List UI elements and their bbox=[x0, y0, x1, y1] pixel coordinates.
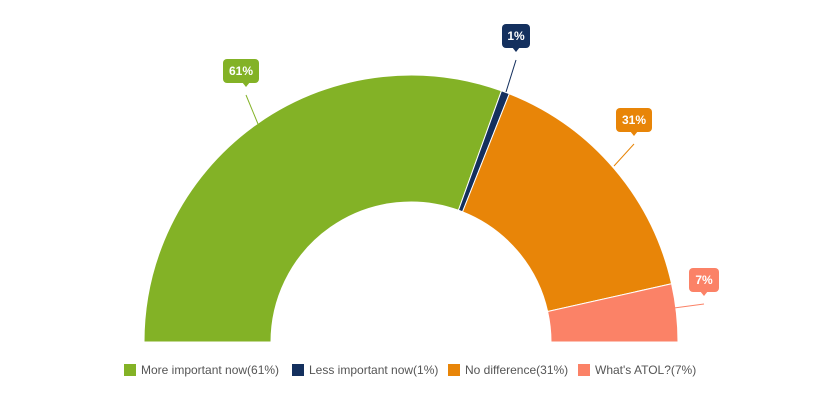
callout-pointer-no-difference bbox=[630, 131, 638, 136]
slices-group bbox=[143, 74, 679, 343]
callout-box-less-important-now bbox=[502, 24, 530, 48]
slice-more-important-now[interactable] bbox=[143, 74, 503, 343]
callout-pointer-what-s-atol bbox=[700, 291, 708, 296]
slice-no-difference[interactable] bbox=[461, 93, 673, 313]
callout-leader-what-s-atol bbox=[673, 303, 705, 309]
legend-item-more-important-now[interactable]: More important now(61%) bbox=[124, 363, 279, 377]
callout-leader-no-difference bbox=[613, 143, 635, 167]
legend-label-no-difference: No difference(31%) bbox=[465, 363, 568, 377]
callout-box-no-difference bbox=[616, 108, 652, 132]
data-label-no-difference: 31% bbox=[622, 113, 646, 127]
callouts-group: 61% 1% 31% 7% bbox=[223, 24, 719, 309]
legend-label-more-important-now: More important now(61%) bbox=[141, 363, 279, 377]
legend-item-less-important-now[interactable]: Less important now(1%) bbox=[292, 363, 438, 377]
callout-box-more-important-now bbox=[223, 59, 259, 83]
callout-pointer-less-important-now bbox=[512, 47, 520, 52]
data-label-less-important-now: 1% bbox=[507, 29, 525, 43]
callout-leader-more-important-now bbox=[245, 94, 259, 125]
callout-box-what-s-atol bbox=[689, 268, 719, 292]
legend-label-what-s-atol: What's ATOL?(7%) bbox=[595, 363, 696, 377]
legend-item-no-difference[interactable]: No difference(31%) bbox=[448, 363, 568, 377]
legend-swatch-more-important-now bbox=[124, 364, 136, 376]
callout-pointer-more-important-now bbox=[242, 82, 250, 87]
legend-swatch-no-difference bbox=[448, 364, 460, 376]
legend-item-what-s-atol[interactable]: What's ATOL?(7%) bbox=[578, 363, 696, 377]
slice-what-s-atol[interactable] bbox=[547, 283, 679, 343]
legend-label-less-important-now: Less important now(1%) bbox=[309, 363, 438, 377]
legend-swatch-what-s-atol bbox=[578, 364, 590, 376]
data-label-what-s-atol: 7% bbox=[695, 273, 713, 287]
legend-swatch-less-important-now bbox=[292, 364, 304, 376]
legend: More important now(61%) Less important no… bbox=[124, 363, 696, 377]
data-label-more-important-now: 61% bbox=[229, 64, 253, 78]
callout-leader-less-important-now bbox=[505, 59, 517, 93]
